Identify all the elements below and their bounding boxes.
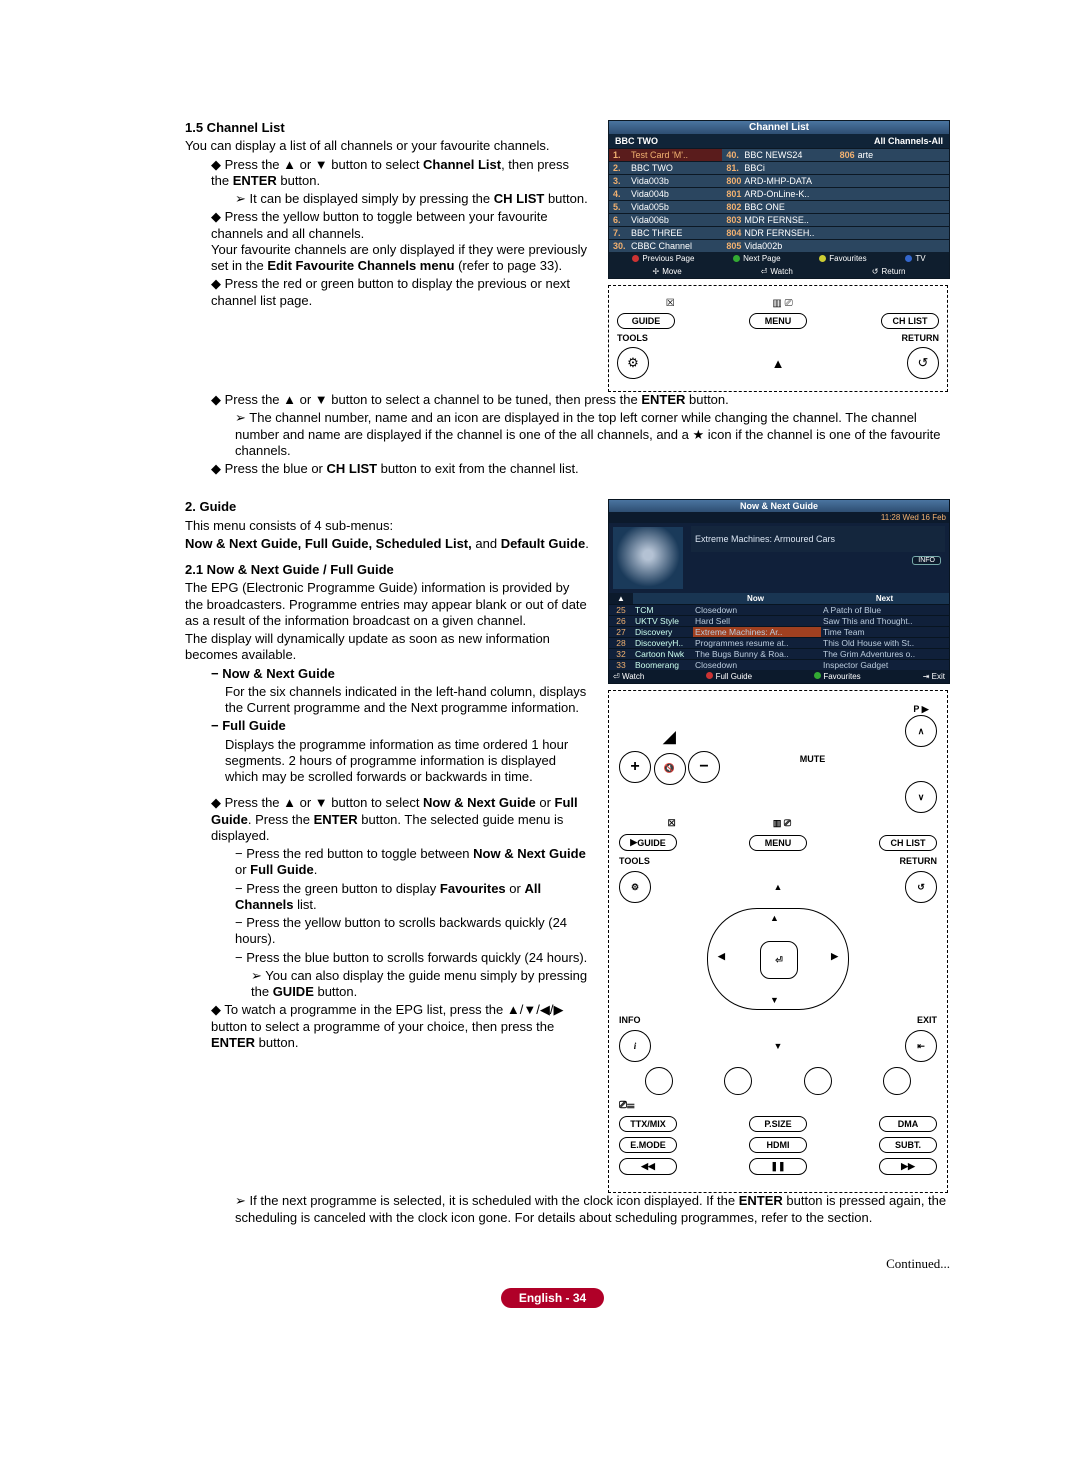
sec21-s2: Press the green button to display Favour…	[235, 881, 590, 914]
hdmi-button[interactable]: HDMI	[749, 1137, 807, 1153]
chlist-button-2[interactable]: CH LIST	[879, 835, 937, 851]
sec2-intro: This menu consists of 4 sub-menus:	[185, 518, 590, 534]
osd-sub-left: BBC TWO	[615, 136, 658, 146]
sec21-s4: Press the blue button to scrolls forward…	[235, 950, 590, 966]
return-button-2[interactable]: ↺	[905, 871, 937, 903]
sec15-b2: Press the yellow button to toggle betwee…	[211, 209, 590, 274]
psize-button[interactable]: P.SIZE	[749, 1116, 807, 1132]
ttx-button[interactable]: TTX/MIX	[619, 1116, 677, 1132]
sec2-title: 2. Guide	[185, 499, 590, 515]
mini-remote: ☒▥ ⎚ GUIDE MENU CH LIST TOOLS RETURN ⚙ ▲…	[608, 285, 948, 392]
ch-up-button[interactable]: ∧	[905, 715, 937, 747]
red-button[interactable]	[645, 1067, 673, 1095]
fg-heading: Full Guide	[211, 718, 590, 734]
sec15-b5: Press the blue or CH LIST button to exit…	[211, 461, 950, 477]
sec15-b4: Press the ▲ or ▼ button to select a chan…	[211, 392, 950, 408]
sec21-b1: Press the ▲ or ▼ button to select Now & …	[211, 795, 590, 844]
remote-control: ◢ + 🔇 − MUTE P ▶ ∧ ∨	[608, 690, 948, 1193]
epg-title: Now & Next Guide	[609, 500, 949, 512]
osd-sub-right: All Channels-All	[874, 136, 943, 146]
enter-button[interactable]: ⏎	[760, 941, 798, 979]
dma-button[interactable]: DMA	[879, 1116, 937, 1132]
chlist-button[interactable]: CH LIST	[881, 313, 939, 329]
epg-osd: Now & Next Guide 11:28 Wed 16 Feb Extrem…	[608, 499, 950, 684]
sec15-title: 1.5 Channel List	[185, 120, 590, 136]
blue-button[interactable]	[883, 1067, 911, 1095]
subt-button[interactable]: SUBT.	[879, 1137, 937, 1153]
epg-show: Extreme Machines: Armoured Cars	[691, 526, 945, 552]
epg-preview	[613, 527, 683, 589]
menu-button-2[interactable]: MENU	[749, 835, 807, 851]
sec21-s3: Press the yellow button to scrolls backw…	[235, 915, 590, 948]
nn-heading: Now & Next Guide	[211, 666, 590, 682]
dpad[interactable]: ▲▼◀▶ ⏎	[707, 908, 849, 1010]
pause-button[interactable]: ❚❚	[749, 1158, 807, 1175]
osd-title: Channel List	[609, 121, 949, 134]
exit-button[interactable]: ⇤	[905, 1030, 937, 1062]
guide-button-2[interactable]: ▶GUIDE	[619, 834, 677, 851]
sec21-b2: To watch a programme in the EPG list, pr…	[211, 1002, 590, 1051]
menu-button[interactable]: MENU	[749, 313, 807, 329]
forward-button[interactable]: ▶▶	[879, 1158, 937, 1175]
epg-info-pill: INFO	[912, 556, 941, 565]
sec21-b2-sub: If the next programme is selected, it is…	[235, 1193, 950, 1226]
sec15-intro: You can display a list of all channels o…	[185, 138, 590, 154]
sec15-b1-sub: It can be displayed simply by pressing t…	[235, 191, 590, 207]
continued-label: Continued...	[155, 1256, 950, 1272]
sec15-b1: Press the ▲ or ▼ button to select Channe…	[211, 157, 590, 190]
rewind-button[interactable]: ◀◀	[619, 1158, 677, 1175]
sec21-p2: The display will dynamically update as s…	[185, 631, 590, 664]
channel-list-osd: Channel List BBC TWO All Channels-All 1.…	[608, 120, 950, 279]
yellow-button[interactable]	[804, 1067, 832, 1095]
green-button[interactable]	[724, 1067, 752, 1095]
mute-button[interactable]: 🔇	[654, 753, 686, 785]
ch-down-button[interactable]: ∨	[905, 781, 937, 813]
info-button[interactable]: i	[619, 1030, 651, 1062]
vol-down-button[interactable]: −	[688, 751, 720, 783]
sec2-items: Now & Next Guide, Full Guide, Scheduled …	[185, 536, 590, 552]
tools-button-2[interactable]: ⚙	[619, 871, 651, 903]
sec21-title: 2.1 Now & Next Guide / Full Guide	[185, 562, 590, 578]
nn-text: For the six channels indicated in the le…	[211, 684, 590, 717]
sec15-b3: Press the red or green button to display…	[211, 276, 590, 309]
page-footer: English - 34	[501, 1288, 604, 1308]
return-button[interactable]: ↺	[907, 347, 939, 379]
vol-up-button[interactable]: +	[619, 751, 651, 783]
sec21-s1: Press the red button to toggle between N…	[235, 846, 590, 879]
tools-button[interactable]: ⚙	[617, 347, 649, 379]
sec21-p1: The EPG (Electronic Programme Guide) inf…	[185, 580, 590, 629]
emode-button[interactable]: E.MODE	[619, 1137, 677, 1153]
sec21-s4-sub: You can also display the guide menu simp…	[251, 968, 590, 1001]
fg-text: Displays the programme information as ti…	[211, 737, 590, 786]
sec15-b4-sub: The channel number, name and an icon are…	[235, 410, 950, 459]
epg-time: 11:28 Wed 16 Feb	[609, 512, 949, 523]
guide-button[interactable]: GUIDE	[617, 313, 675, 329]
